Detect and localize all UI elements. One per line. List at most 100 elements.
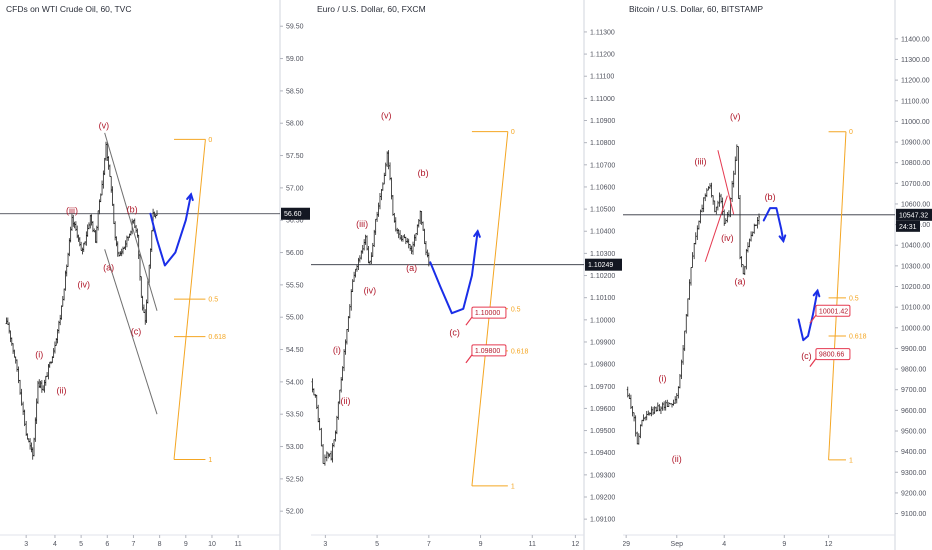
y-tick-label: 57.00	[286, 185, 304, 192]
y-tick-label: 1.10500	[590, 207, 615, 214]
y-tick-label: 9300.00	[901, 470, 926, 477]
y-tick-label: 11300.00	[901, 57, 930, 64]
channel-line	[717, 150, 735, 215]
fib-level-label: 1	[849, 457, 853, 464]
y-tick-label: 59.50	[286, 24, 304, 31]
y-tick-label: 1.11300	[590, 29, 615, 36]
wave-label: (iv)	[77, 279, 90, 289]
wti-crude-panel[interactable]: 59.50 59.00 58.50 58.00 57.50 57.00 56.50 56.00…	[0, 0, 310, 550]
fib-level-label: 0.618	[511, 348, 529, 355]
y-tick-label: 53.50	[286, 412, 304, 419]
projection-arrow	[149, 193, 193, 267]
y-tick-label: 10800.00	[901, 160, 930, 167]
fib-level-label: 0	[849, 129, 853, 136]
y-tick-label: 1.09700	[590, 384, 615, 391]
y-tick-label: 1.09500	[590, 428, 615, 435]
bitcoin-panel[interactable]: 11400.00 11300.00 11200.00 11100.00 11000.00…	[623, 0, 932, 550]
target-pointer	[465, 316, 473, 326]
y-tick-label: 1.09200	[590, 494, 615, 501]
target-pointer	[809, 358, 817, 367]
y-tick-label: 52.00	[286, 509, 304, 516]
x-tick-label: 7	[132, 541, 136, 548]
y-tick-label: 1.09100	[590, 517, 615, 524]
y-tick-label: 11000.00	[901, 119, 930, 126]
eurusd-panel[interactable]: 1.11300 1.11200 1.11100 1.11000 1.10900 1.108…	[311, 0, 622, 550]
wave-label: (i)	[35, 349, 43, 359]
y-tick-label: 1.09400	[590, 450, 615, 457]
fib-level-label: 0	[208, 137, 212, 144]
x-tick-label: Sep	[671, 541, 684, 548]
y-tick-label: 9100.00	[901, 511, 926, 518]
x-tick-label: 3	[24, 541, 28, 548]
wave-label: (a)	[103, 263, 114, 273]
wave-label: (a)	[406, 263, 417, 273]
y-tick-label: 9400.00	[901, 449, 926, 456]
projection-arrow-head	[812, 288, 821, 298]
y-tick-label: 1.10600	[590, 184, 615, 191]
price-badge	[896, 208, 932, 221]
projection-arrow-head	[778, 234, 787, 244]
x-tick-label: 9	[479, 541, 483, 548]
y-tick-label: 9500.00	[901, 428, 926, 435]
y-tick-label: 53.00	[286, 444, 304, 451]
wave-label: (c)	[449, 327, 460, 337]
y-tick-label: 1.10900	[590, 118, 615, 125]
wave-label: (ii)	[672, 454, 682, 464]
fib-level-label: 0.5	[511, 306, 521, 313]
countdown-badge	[896, 220, 920, 232]
wave-label: (iii)	[694, 157, 706, 167]
wave-label: (v)	[381, 110, 392, 120]
channel-line	[104, 132, 158, 311]
y-tick-label: 54.50	[286, 347, 304, 354]
wave-label: (iii)	[356, 219, 368, 229]
projection-arrow-head	[473, 229, 481, 238]
projection-arrow	[762, 207, 785, 243]
projection-arrow	[429, 230, 479, 315]
fib-level-label: 1	[511, 483, 515, 490]
y-tick-label: 10100.00	[901, 305, 930, 312]
wave-label: (i)	[659, 373, 667, 383]
y-tick-label: 1.10300	[590, 251, 615, 258]
y-tick-label: 1.09900	[590, 339, 615, 346]
x-tick-label: 8	[158, 541, 162, 548]
y-tick-label: 55.00	[286, 315, 304, 322]
bitcoin-chart[interactable]: 11400.00 11300.00 11200.00 11100.00 11000.00…	[623, 0, 932, 550]
x-tick-label: 5	[79, 541, 83, 548]
wti-crude-chart[interactable]: 59.50 59.00 58.50 58.00 57.50 57.00 56.50 56.00…	[0, 0, 310, 550]
y-tick-label: 10000.00	[901, 325, 930, 332]
eurusd-chart[interactable]: 1.11300 1.11200 1.11100 1.11000 1.10900 1.108…	[311, 0, 622, 550]
y-tick-label: 55.50	[286, 282, 304, 289]
x-tick-label: 3	[323, 541, 327, 548]
y-tick-label: 1.09300	[590, 472, 615, 479]
y-tick-label: 9200.00	[901, 490, 926, 497]
x-tick-label: 9	[782, 541, 786, 548]
countdown-label: 24:31	[899, 224, 917, 231]
fib-level-label: 0.618	[208, 334, 226, 341]
y-tick-label: 1.11200	[590, 52, 615, 59]
y-tick-label: 1.10700	[590, 162, 615, 169]
target-label: 10001.42	[819, 308, 848, 315]
x-tick-label: 11	[529, 541, 536, 548]
y-tick-label: 1.11100	[590, 74, 614, 81]
x-tick-label: 10	[208, 541, 216, 548]
fib-trend-line	[828, 131, 847, 460]
target-box	[815, 348, 851, 361]
fib-level-label: 1	[208, 457, 212, 464]
y-tick-label: 1.10400	[590, 229, 615, 236]
price-badge-label: 1.10249	[588, 262, 613, 269]
channel-line	[104, 249, 158, 415]
wave-label: (a)	[735, 276, 746, 286]
y-tick-label: 57.50	[286, 153, 304, 160]
y-tick-label: 11100.00	[901, 98, 929, 105]
y-tick-label: 54.00	[286, 379, 304, 386]
wave-label: (i)	[333, 345, 341, 355]
price-badge	[281, 207, 310, 220]
y-tick-label: 1.10100	[590, 295, 615, 302]
target-box	[471, 344, 507, 357]
wave-label: (ii)	[340, 396, 350, 406]
target-pointer	[809, 314, 817, 324]
y-tick-label: 1.09800	[590, 362, 615, 369]
x-tick-label: 4	[722, 541, 726, 548]
wave-label: (iv)	[364, 285, 377, 295]
chart-title: Euro / U.S. Dollar, 60, FXCM	[317, 4, 426, 14]
